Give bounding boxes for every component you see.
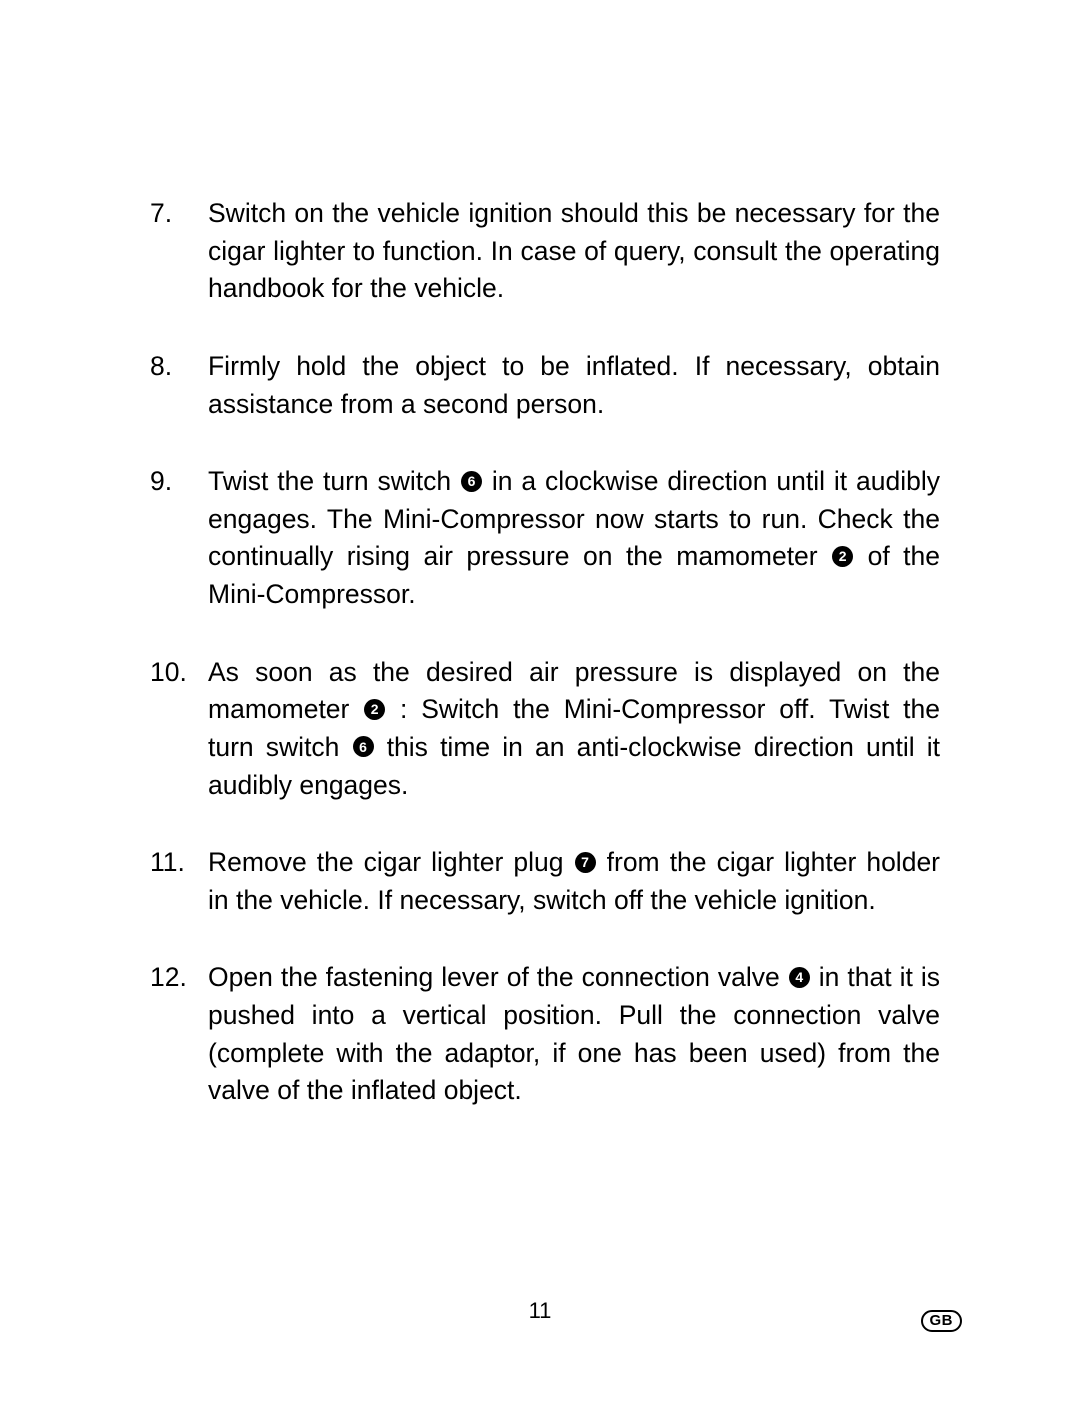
instruction-item: 9.Twist the turn switch 6 in a clockwise… bbox=[150, 463, 940, 614]
step-body: Switch on the vehicle ignition should th… bbox=[208, 195, 940, 308]
instruction-item: 7.Switch on the vehicle ignition should … bbox=[150, 195, 940, 308]
part-reference-icon: 2 bbox=[832, 546, 853, 567]
step-number: 10. bbox=[150, 654, 208, 692]
instruction-item: 12.Open the fastening lever of the conne… bbox=[150, 959, 940, 1110]
step-body: Twist the turn switch 6 in a clockwise d… bbox=[208, 463, 940, 614]
step-number: 9. bbox=[150, 463, 208, 501]
step-text: Remove the cigar lighter plug bbox=[208, 847, 574, 877]
language-badge: GB bbox=[921, 1310, 963, 1332]
part-reference-icon: 7 bbox=[575, 852, 596, 873]
instruction-item: 8.Firmly hold the object to be inflated.… bbox=[150, 348, 940, 423]
step-text: Open the fastening lever of the connecti… bbox=[208, 962, 788, 992]
step-number: 8. bbox=[150, 348, 208, 386]
step-body: Open the fastening lever of the connecti… bbox=[208, 959, 940, 1110]
manual-page: 7.Switch on the vehicle ignition should … bbox=[0, 0, 1080, 1424]
instruction-item: 10.As soon as the desired air pressure i… bbox=[150, 654, 940, 805]
step-text: Firmly hold the object to be inflated. I… bbox=[208, 351, 940, 419]
part-reference-icon: 4 bbox=[789, 967, 810, 988]
step-text: Twist the turn switch bbox=[208, 466, 460, 496]
part-reference-icon: 2 bbox=[364, 699, 385, 720]
instruction-item: 11.Remove the cigar lighter plug 7 from … bbox=[150, 844, 940, 919]
step-text: Switch on the vehicle ignition should th… bbox=[208, 198, 940, 303]
step-body: Firmly hold the object to be inflated. I… bbox=[208, 348, 940, 423]
step-number: 7. bbox=[150, 195, 208, 233]
step-number: 11. bbox=[150, 844, 208, 882]
page-number: 11 bbox=[0, 1298, 1080, 1324]
part-reference-icon: 6 bbox=[353, 736, 374, 757]
part-reference-icon: 6 bbox=[461, 471, 482, 492]
step-number: 12. bbox=[150, 959, 208, 997]
step-body: As soon as the desired air pressure is d… bbox=[208, 654, 940, 805]
step-body: Remove the cigar lighter plug 7 from the… bbox=[208, 844, 940, 919]
instruction-list: 7.Switch on the vehicle ignition should … bbox=[150, 195, 940, 1110]
